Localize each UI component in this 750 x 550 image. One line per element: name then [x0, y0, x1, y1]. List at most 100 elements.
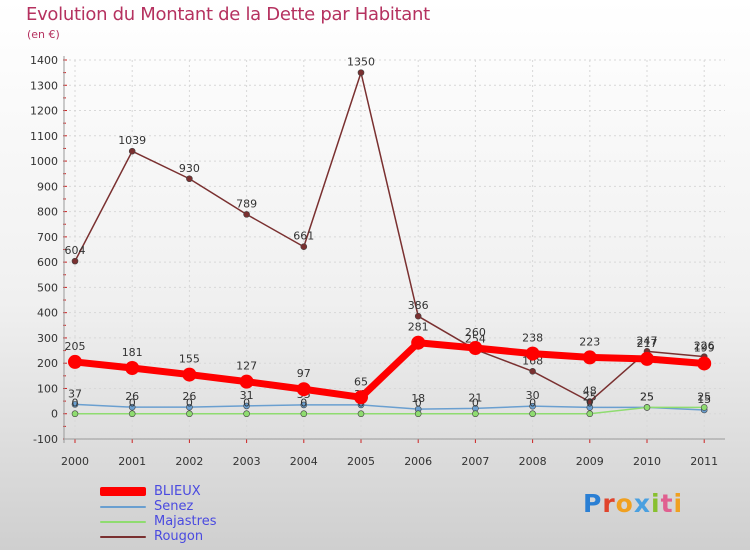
- y-tick-label: 400: [37, 307, 58, 320]
- data-label-blieux: 260: [465, 326, 486, 339]
- data-label-senez: 18: [411, 392, 425, 405]
- data-label-rougon: 48: [583, 385, 597, 398]
- data-label-majastres: 0: [529, 397, 536, 410]
- legend-label: Senez: [154, 499, 194, 514]
- data-label-blieux: 127: [236, 360, 257, 373]
- data-point-blieux: [640, 351, 654, 366]
- data-label-rougon: 1039: [118, 134, 146, 147]
- data-point-majastres: [700, 404, 708, 411]
- data-point-blieux: [697, 356, 712, 371]
- y-tick-label: 900: [37, 180, 58, 193]
- data-point-majastres: [243, 410, 250, 418]
- data-label-senez: 25: [640, 390, 654, 403]
- data-label-majastres: 0: [72, 397, 79, 410]
- data-label-majastres: 0: [186, 397, 193, 410]
- legend-swatch: [100, 535, 146, 538]
- data-point-rougon: [128, 147, 136, 155]
- data-point-blieux: [68, 354, 82, 369]
- chart-title: Evolution du Montant de la Dette par Hab…: [26, 4, 430, 25]
- proxiti-logo: Proxiti: [583, 489, 684, 518]
- x-tick-label: 2004: [290, 455, 318, 468]
- data-label-blieux: 155: [179, 353, 200, 366]
- data-point-senez: [186, 403, 193, 411]
- data-label-majastres: 0: [415, 397, 422, 410]
- data-label-blieux: 181: [122, 346, 143, 359]
- legend-label: Rougon: [154, 529, 204, 544]
- y-tick-label: 1000: [30, 155, 58, 168]
- data-label-senez: 25: [583, 390, 597, 403]
- data-label-rougon: 930: [179, 162, 200, 175]
- x-tick-label: 2000: [61, 455, 89, 468]
- legend-swatch: [100, 520, 146, 523]
- data-point-majastres: [186, 410, 193, 418]
- data-label-senez: 21: [468, 391, 482, 404]
- data-label-senez: 37: [68, 387, 82, 400]
- x-tick-label: 2003: [233, 455, 261, 468]
- data-point-blieux: [182, 367, 197, 382]
- data-point-majastres: [300, 410, 308, 418]
- y-tick-label: 100: [37, 382, 58, 395]
- data-point-blieux: [239, 374, 254, 389]
- data-label-senez: 26: [182, 390, 196, 403]
- x-tick-label: 2008: [519, 455, 547, 468]
- y-tick-label: -100: [33, 433, 58, 446]
- y-tick-label: 800: [37, 206, 58, 219]
- data-label-rougon: 604: [65, 244, 86, 257]
- data-label-senez: 31: [240, 389, 254, 402]
- data-label-rougon: 789: [236, 197, 257, 210]
- data-point-blieux: [582, 350, 597, 365]
- y-tick-label: 300: [37, 332, 58, 345]
- data-point-blieux: [468, 341, 483, 356]
- y-tick-label: 1200: [30, 105, 58, 118]
- y-tick-label: 500: [37, 281, 58, 294]
- data-label-blieux: 217: [637, 337, 658, 350]
- legend-swatch: [100, 505, 146, 508]
- data-point-senez: [300, 401, 308, 409]
- data-label-majastres: 0: [243, 397, 250, 410]
- data-label-majastres: 0: [472, 397, 479, 410]
- data-label-blieux: 238: [522, 332, 543, 345]
- data-label-majastres: 0: [129, 397, 136, 410]
- x-tick-label: 2007: [461, 455, 489, 468]
- series-line-senez: [74, 403, 705, 411]
- x-tick-label: 2002: [175, 455, 203, 468]
- data-label-blieux: 199: [694, 341, 715, 354]
- x-tick-label: 2011: [690, 455, 718, 468]
- series-line-majastres: [75, 406, 705, 415]
- x-tick-label: 2001: [118, 455, 146, 468]
- data-point-majastres: [643, 404, 651, 411]
- data-point-rougon: [529, 367, 536, 375]
- data-label-majastres: 25: [640, 390, 654, 403]
- x-tick-label: 2006: [404, 455, 432, 468]
- legend-item-majastres: Majastres: [100, 514, 216, 529]
- x-tick-label: 2010: [633, 455, 661, 468]
- y-tick-label: 600: [37, 256, 58, 269]
- data-point-blieux: [354, 390, 368, 405]
- legend-label: BLIEUX: [154, 484, 201, 499]
- data-label-blieux: 97: [297, 367, 311, 380]
- x-tick-label: 2009: [576, 455, 604, 468]
- data-label-rougon: 1350: [347, 56, 375, 69]
- data-label-rougon: 247: [637, 334, 658, 347]
- legend-label: Majastres: [154, 514, 217, 529]
- legend-swatch: [100, 487, 146, 496]
- data-point-blieux: [525, 346, 540, 361]
- data-label-blieux: 281: [408, 321, 429, 334]
- legend: BLIEUX Senez Majastres Rougon: [100, 484, 216, 544]
- data-point-majastres: [128, 410, 136, 418]
- chart-subtitle: (en €): [27, 28, 60, 41]
- data-point-majastres: [472, 410, 479, 418]
- data-label-rougon: 254: [465, 333, 486, 346]
- data-point-blieux: [411, 335, 426, 350]
- data-point-rougon: [186, 175, 193, 183]
- data-point-rougon: [357, 69, 365, 76]
- y-tick-label: 0: [51, 408, 58, 421]
- series-line-rougon: [74, 71, 705, 403]
- data-point-blieux: [125, 361, 140, 376]
- data-label-rougon: 226: [694, 340, 715, 353]
- data-point-senez: [529, 402, 536, 410]
- data-point-majastres: [357, 410, 365, 418]
- data-point-senez: [586, 404, 594, 411]
- y-tick-label: 700: [37, 231, 58, 244]
- x-tick-label: 2005: [347, 455, 375, 468]
